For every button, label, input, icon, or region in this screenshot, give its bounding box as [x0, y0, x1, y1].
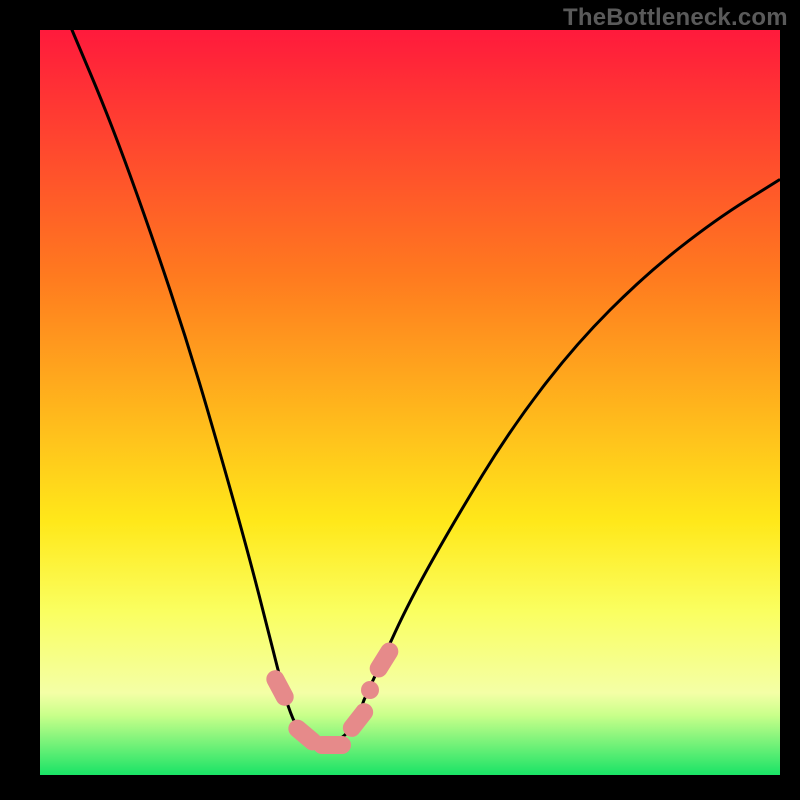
marker-dot [361, 681, 379, 699]
marker-capsule [313, 736, 351, 754]
watermark-text: TheBottleneck.com [563, 4, 788, 32]
chart-frame: TheBottleneck.com [0, 0, 800, 800]
marker-capsule [366, 639, 401, 681]
curve-right-branch [364, 180, 779, 700]
curve-layer [0, 0, 800, 800]
marker-capsule [263, 667, 297, 709]
curve-left-branch [72, 30, 286, 700]
